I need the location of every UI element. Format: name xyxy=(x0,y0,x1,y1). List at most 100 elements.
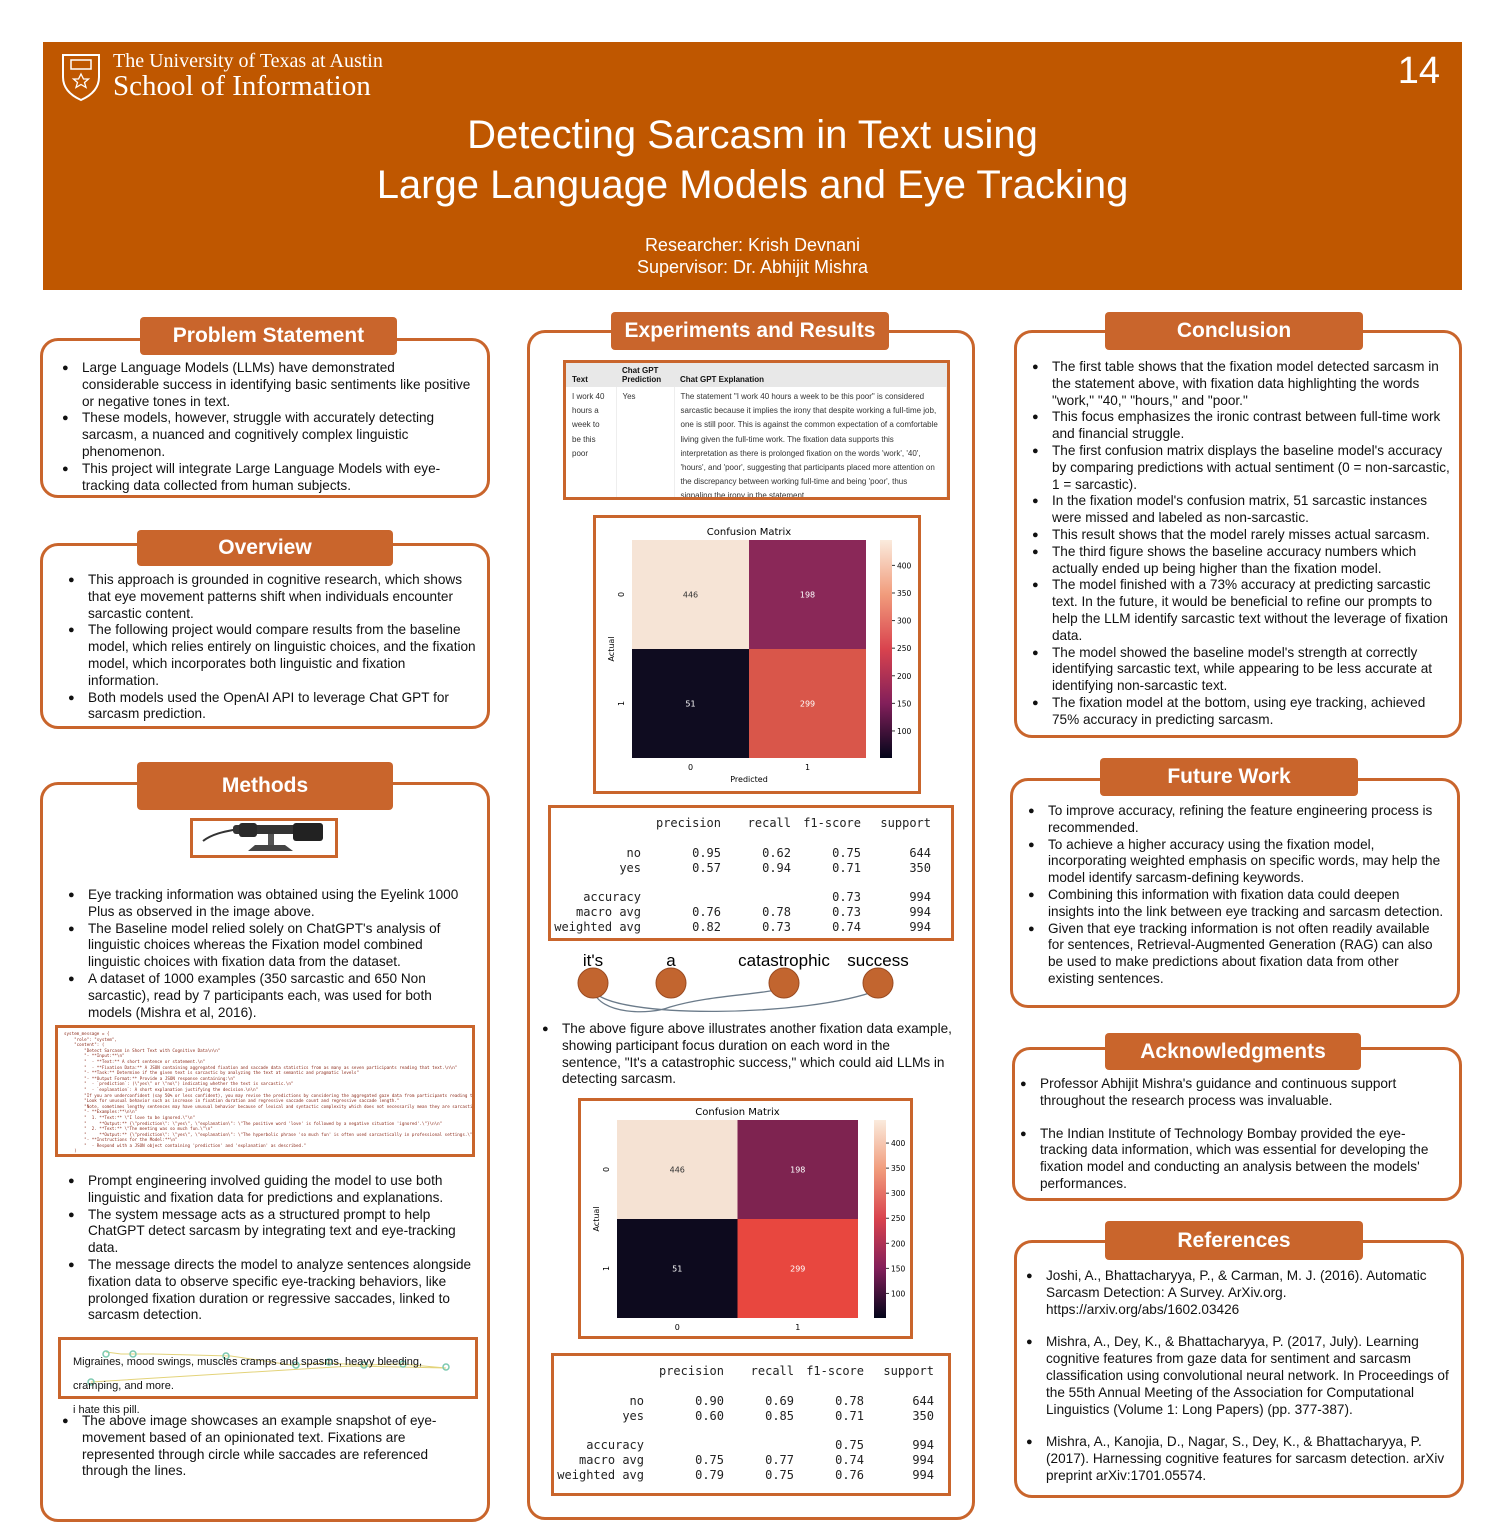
bullet-item: The above figure above illustrates anoth… xyxy=(542,1021,952,1088)
experiments-heading: Experiments and Results xyxy=(611,312,889,350)
bullet-item: Combining this information with fixation… xyxy=(1028,887,1448,921)
colorbar-tick-label: 200 xyxy=(897,672,912,681)
report-cell: 0.82 xyxy=(692,920,721,934)
bullet-item: The message directs the model to analyze… xyxy=(68,1257,478,1324)
y-axis-label: Actual xyxy=(607,636,616,661)
report-cell: 0.94 xyxy=(762,861,791,875)
report-cell: 0.75 xyxy=(695,1453,724,1467)
x-axis-label: Predicted xyxy=(730,775,768,784)
classification-report-2: precision recall f1-score support no 0.90 0.69… xyxy=(551,1353,951,1496)
x-axis-label: Predicted xyxy=(719,1335,757,1336)
report-header: precision xyxy=(655,816,721,830)
report-cell: 994 xyxy=(912,1468,934,1482)
title-line-2: Large Language Models and Eye Tracking xyxy=(376,163,1129,207)
cell-value: 51 xyxy=(672,1265,682,1274)
code-line: " - Respond with a JSON object containin… xyxy=(64,1142,307,1148)
y-tick-label: 0 xyxy=(617,592,626,597)
ack-bullets: Professor Abhijit Mishra's guidance and … xyxy=(1020,1076,1440,1209)
methods-bullets-2: Prompt engineering involved guiding the … xyxy=(68,1173,478,1324)
code-line: " - **Text:** A short sentence or statem… xyxy=(64,1058,206,1064)
fixation-circle xyxy=(577,967,609,999)
col-text: Text xyxy=(566,363,616,387)
school-name: School of Information xyxy=(113,70,371,102)
code-line: system_message = { xyxy=(64,1031,110,1036)
bullet-item: This approach is grounded in cognitive r… xyxy=(68,572,478,622)
report-cell: 0.76 xyxy=(692,905,721,919)
report-row-label: macro avg xyxy=(578,1453,644,1467)
bullet-item: Mishra, A., Kanojia, D., Nagar, S., Dey,… xyxy=(1026,1434,1454,1484)
conclusion-heading: Conclusion xyxy=(1105,312,1363,350)
report-cell: 0.85 xyxy=(765,1409,794,1423)
report-cell: 0.69 xyxy=(765,1394,794,1408)
report-cell: 350 xyxy=(909,861,931,875)
bullet-item: The Indian Institute of Technology Bomba… xyxy=(1020,1126,1440,1193)
colorbar-tick-label: 100 xyxy=(897,727,912,736)
report-cell: 994 xyxy=(909,905,931,919)
bullet-item: Prompt engineering involved guiding the … xyxy=(68,1173,478,1207)
bullet-item: The Baseline model relied solely on Chat… xyxy=(68,921,478,971)
eyelink-photo xyxy=(190,818,338,858)
bullet-item: The model finished with a 73% accuracy a… xyxy=(1032,577,1452,644)
code-line: "role": "system", xyxy=(64,1036,117,1042)
bullet-item: The third figure shows the baseline accu… xyxy=(1032,544,1452,578)
report-cell: 0.57 xyxy=(692,861,721,875)
colorbar-tick-label: 300 xyxy=(891,1189,906,1198)
report-cell: 0.78 xyxy=(835,1394,864,1408)
authors: Researcher: Krish Devnani Supervisor: Dr.… xyxy=(43,234,1462,278)
overview-bullets: This approach is grounded in cognitive r… xyxy=(68,572,478,723)
researcher: Researcher: Krish Devnani xyxy=(644,235,861,255)
report-cell: 0.74 xyxy=(835,1453,864,1467)
report-header: support xyxy=(880,816,931,830)
supervisor: Supervisor: Dr. Abhijit Mishra xyxy=(636,257,869,277)
bullet-item: Large Language Models (LLMs) have demons… xyxy=(62,360,472,410)
saccade-lines xyxy=(87,1350,450,1386)
table-row: I work 40 hours a week to be this poor Ye… xyxy=(566,387,947,497)
report-header: f1-score xyxy=(803,816,861,830)
cell-value: 299 xyxy=(800,700,815,709)
system-message-code: system_message = { "role": "system", "co… xyxy=(55,1025,475,1157)
report-header: recall xyxy=(750,1364,794,1378)
report-cell: 0.73 xyxy=(762,920,791,934)
heatmap-cell xyxy=(737,1219,858,1318)
bullet-item: This focus emphasizes the ironic contras… xyxy=(1032,409,1452,443)
cell-value: 446 xyxy=(670,1166,685,1175)
chart-title: Confusion Matrix xyxy=(695,1107,779,1118)
references-heading: References xyxy=(1105,1221,1363,1260)
code-line: "- **Instructions for the Model:**\n" xyxy=(64,1137,178,1143)
title-line-1: Detecting Sarcasm in Text using xyxy=(467,113,1038,157)
report-row-label: macro avg xyxy=(575,905,641,919)
col-prediction: Chat GPT Prediction xyxy=(616,363,674,387)
report-row-label: accuracy xyxy=(583,890,641,904)
report-cell: 0.73 xyxy=(832,890,861,904)
code-line: "- **Examples:**\n\n" xyxy=(64,1109,138,1115)
bullet-item: Both models used the OpenAI API to lever… xyxy=(68,690,478,724)
report-cell: 994 xyxy=(909,890,931,904)
y-tick-label: 1 xyxy=(617,701,626,706)
poster-title: Detecting Sarcasm in Text using Large Lan… xyxy=(43,110,1462,210)
y-axis-label: Actual xyxy=(592,1206,601,1231)
heatmap-cell xyxy=(737,1120,858,1219)
code-line: "Note, sometimes lengthy sentences may h… xyxy=(64,1103,475,1109)
bullet-item: These models, however, struggle with acc… xyxy=(62,410,472,460)
confusion-matrix-2: Confusion Matrix 446 198 51 299 0 1 0 1 Predicted… xyxy=(592,1107,906,1344)
future-work-heading: Future Work xyxy=(1100,758,1358,796)
code-line: "- **Output Format:** Provide a JSON res… xyxy=(64,1075,236,1081)
colorbar-tick-label: 200 xyxy=(891,1239,906,1248)
code-line: "Detect Sarcasm in Short Text with Cogni… xyxy=(64,1047,221,1053)
bullet-item: To achieve a higher accuracy using the f… xyxy=(1028,837,1448,887)
cell-value: 198 xyxy=(790,1166,805,1175)
report-cell: 0.60 xyxy=(695,1409,724,1423)
x-tick-label: 1 xyxy=(805,763,810,772)
cell-value: 446 xyxy=(683,591,698,600)
bullet-item: Eye tracking information was obtained us… xyxy=(68,887,478,921)
colorbar xyxy=(874,1120,886,1318)
cell-explanation: The statement "I work 40 hours a week to… xyxy=(674,387,947,497)
report-header: precision xyxy=(658,1364,724,1378)
colorbar-tick-label: 100 xyxy=(891,1289,906,1298)
future-bullets: To improve accuracy, refining the featur… xyxy=(1028,803,1448,988)
report-cell: 994 xyxy=(912,1453,934,1467)
report-cell: 644 xyxy=(912,1394,934,1408)
cell-prediction: Yes xyxy=(616,387,675,497)
report-row-label: no xyxy=(629,1394,644,1408)
bullet-item: The first table shows that the fixation … xyxy=(1032,359,1452,409)
